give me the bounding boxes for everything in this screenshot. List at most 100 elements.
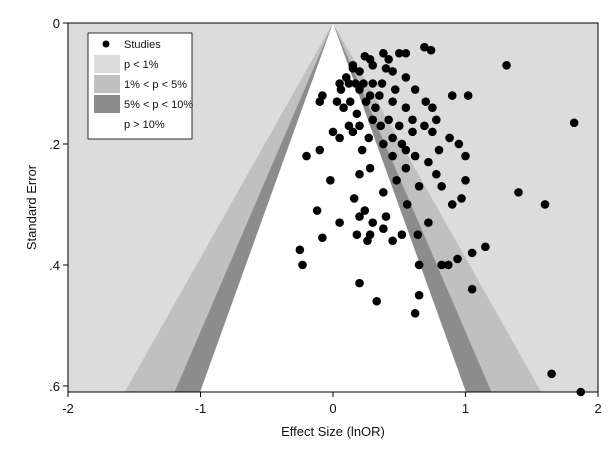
study-point bbox=[414, 182, 424, 191]
legend-label: p < 1% bbox=[124, 59, 159, 71]
study-point bbox=[388, 133, 397, 143]
study-point bbox=[424, 218, 433, 227]
study-point bbox=[461, 151, 470, 161]
study-point bbox=[437, 182, 446, 191]
study-point bbox=[424, 157, 433, 167]
study-point bbox=[401, 163, 411, 173]
y-tick-label: .6 bbox=[49, 379, 60, 394]
study-point bbox=[379, 48, 388, 58]
study-point bbox=[355, 278, 364, 288]
study-point bbox=[447, 91, 457, 100]
legend-label: 1% < p < 5% bbox=[124, 79, 187, 91]
study-point bbox=[410, 151, 420, 161]
legend-marker bbox=[102, 40, 110, 48]
y-axis-title: Standard Error bbox=[24, 164, 39, 250]
study-point bbox=[351, 79, 360, 88]
study-point bbox=[426, 45, 436, 55]
study-point bbox=[326, 175, 335, 185]
y-tick-label: .4 bbox=[49, 258, 60, 273]
study-point bbox=[377, 79, 387, 88]
study-point bbox=[318, 233, 327, 243]
contour-region bbox=[200, 23, 466, 392]
study-point bbox=[360, 206, 370, 215]
study-point bbox=[384, 115, 393, 125]
study-point bbox=[381, 64, 391, 73]
study-point bbox=[355, 212, 364, 221]
study-point bbox=[547, 369, 556, 379]
study-point bbox=[428, 103, 437, 112]
study-point bbox=[420, 121, 429, 131]
study-point bbox=[390, 85, 400, 94]
study-point bbox=[540, 200, 550, 209]
study-point bbox=[357, 145, 367, 155]
study-point bbox=[576, 387, 586, 397]
study-point bbox=[339, 103, 348, 112]
study-point bbox=[408, 127, 417, 137]
study-point bbox=[349, 194, 359, 203]
study-point bbox=[312, 206, 322, 215]
study-point bbox=[410, 85, 420, 94]
study-point bbox=[443, 260, 453, 270]
study-point bbox=[467, 284, 477, 294]
legend-swatch bbox=[94, 55, 120, 73]
study-point bbox=[432, 115, 441, 125]
study-point bbox=[388, 67, 397, 76]
study-point bbox=[402, 200, 412, 209]
study-point bbox=[502, 61, 511, 70]
legend-swatch bbox=[94, 75, 120, 93]
study-point bbox=[420, 42, 429, 52]
study-point bbox=[359, 79, 368, 88]
study-point bbox=[355, 67, 364, 76]
study-point bbox=[368, 115, 378, 125]
study-point bbox=[394, 48, 404, 58]
study-point bbox=[401, 73, 411, 82]
study-point bbox=[348, 64, 358, 73]
study-point bbox=[295, 245, 305, 255]
study-points bbox=[295, 42, 586, 397]
study-point bbox=[457, 194, 466, 203]
study-point bbox=[368, 61, 378, 70]
legend: Studies p < 1% 1% < p < 5% 5% < p < 10% p > … bbox=[87, 32, 193, 140]
study-point bbox=[408, 115, 417, 125]
study-point bbox=[364, 133, 374, 143]
study-point bbox=[394, 121, 404, 131]
x-tick-label: -2 bbox=[62, 401, 74, 416]
study-point bbox=[302, 151, 311, 161]
x-tick-label: 0 bbox=[329, 401, 336, 416]
study-point bbox=[388, 97, 397, 106]
significance-contours bbox=[124, 23, 542, 392]
study-point bbox=[434, 145, 444, 155]
study-point bbox=[384, 54, 393, 64]
study-point bbox=[298, 260, 307, 270]
study-point bbox=[355, 121, 364, 131]
study-point bbox=[352, 109, 362, 119]
study-point bbox=[414, 290, 424, 300]
study-point bbox=[361, 97, 371, 106]
study-point bbox=[397, 230, 407, 240]
study-point bbox=[569, 118, 579, 128]
study-point bbox=[355, 169, 364, 179]
study-point bbox=[372, 296, 382, 306]
study-point bbox=[315, 97, 325, 106]
study-point bbox=[437, 260, 446, 270]
study-point bbox=[315, 145, 325, 155]
study-point bbox=[371, 103, 380, 112]
study-point bbox=[432, 169, 441, 179]
study-point bbox=[388, 151, 397, 161]
study-point bbox=[336, 85, 346, 94]
study-point bbox=[379, 188, 388, 197]
legend-label: 5% < p < 10% bbox=[124, 99, 193, 111]
study-point bbox=[401, 48, 411, 58]
legend-label: Studies bbox=[124, 39, 161, 51]
study-point bbox=[345, 97, 355, 106]
x-tick-label: -1 bbox=[195, 401, 207, 416]
study-point bbox=[344, 79, 354, 88]
study-point bbox=[379, 139, 388, 149]
study-point bbox=[335, 133, 344, 143]
study-point bbox=[392, 175, 401, 185]
study-point bbox=[445, 133, 454, 143]
study-point bbox=[514, 188, 523, 197]
study-point bbox=[352, 230, 362, 240]
study-point bbox=[467, 248, 477, 258]
